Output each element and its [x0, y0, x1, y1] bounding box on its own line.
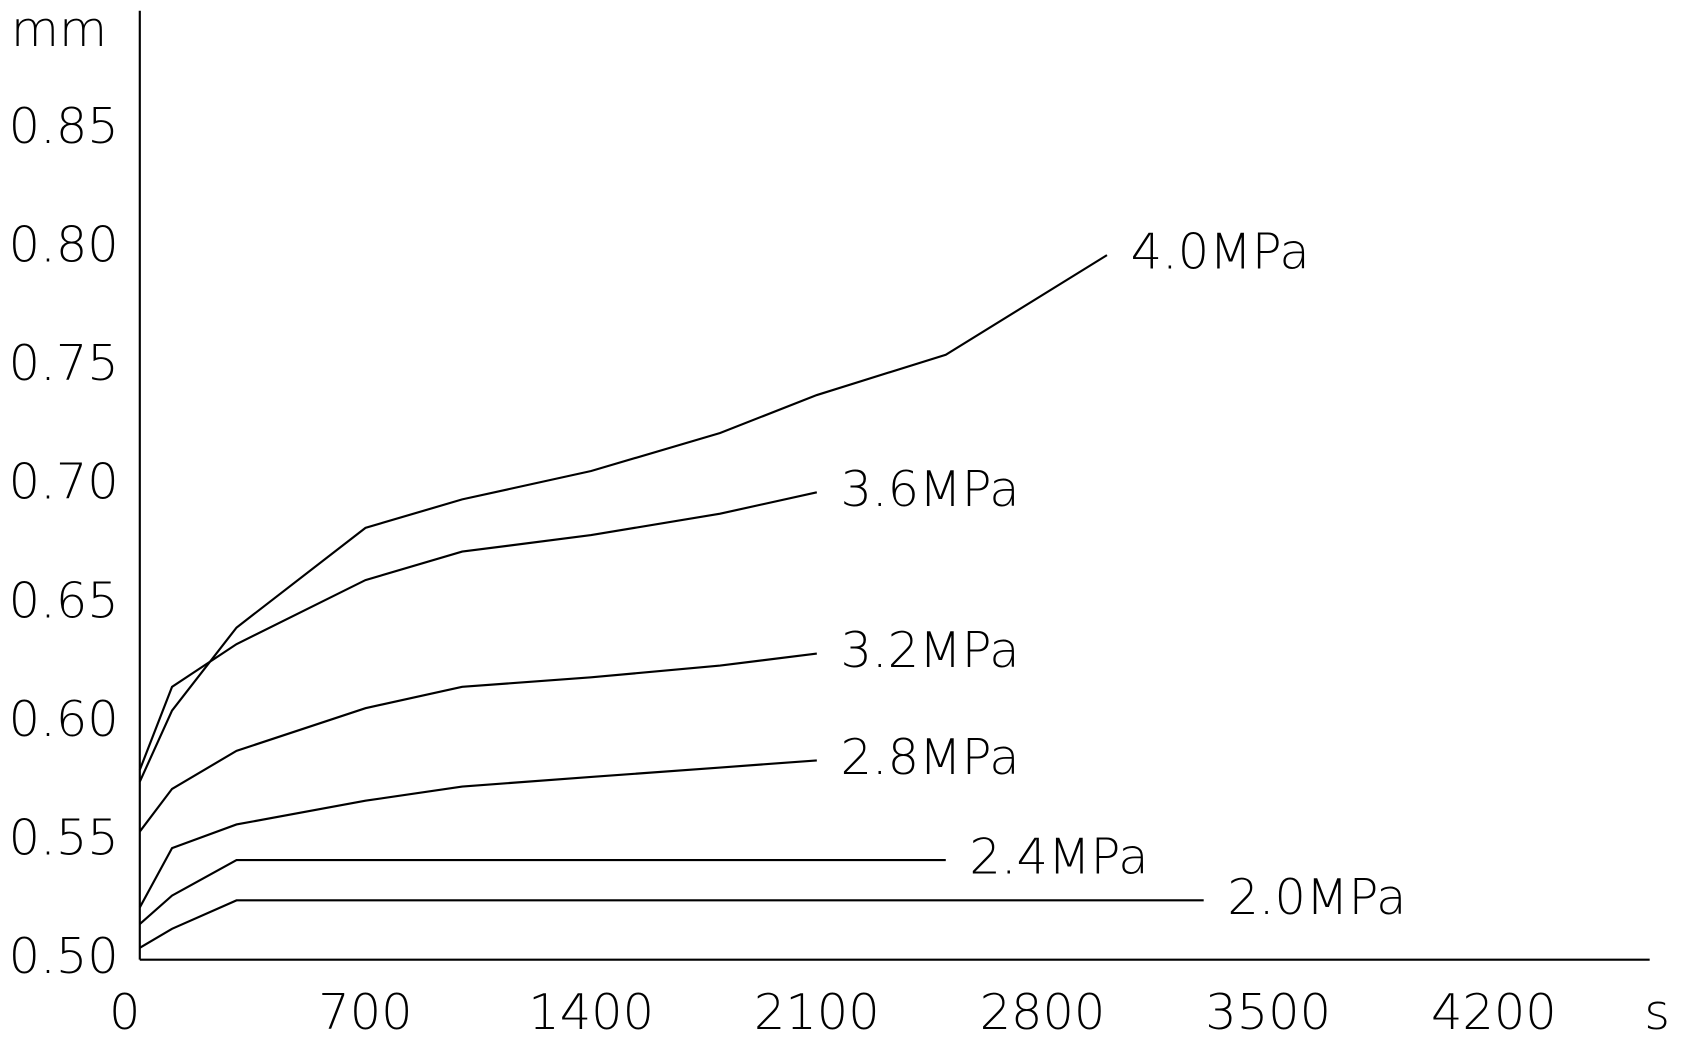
- series-line: [139, 858, 946, 925]
- y-tick-label: 0.70: [9, 453, 119, 511]
- x-tick-label: 4200: [1431, 983, 1557, 1041]
- series-label: 2.0MPa: [1227, 868, 1406, 926]
- x-tick-label: 0: [109, 983, 140, 1041]
- series-label: 3.2MPa: [840, 621, 1019, 679]
- series-label: 3.6MPa: [840, 460, 1019, 518]
- y-tick-label: 0.60: [9, 690, 119, 748]
- y-tick-label: 0.65: [9, 571, 119, 629]
- x-tick-label: 3500: [1205, 983, 1331, 1041]
- x-axis-title: s: [1644, 983, 1670, 1041]
- series-label: 2.8MPa: [840, 728, 1019, 786]
- x-tick-label: 2100: [754, 983, 880, 1041]
- series-line: [138, 652, 817, 833]
- series-line: [139, 899, 1204, 949]
- y-tick-label: 0.55: [9, 809, 119, 867]
- series-line: [138, 759, 817, 908]
- y-tick-label: 0.50: [9, 927, 119, 985]
- x-tick-label: 700: [318, 983, 412, 1041]
- y-tick-label: 0.80: [9, 215, 119, 273]
- series-label: 4.0MPa: [1131, 223, 1310, 281]
- y-axis-title: mm: [11, 0, 107, 58]
- y-tick-label: 0.85: [9, 97, 119, 155]
- series-label: 2.4MPa: [969, 828, 1148, 886]
- series-line: [138, 491, 818, 771]
- x-tick-label: 2800: [980, 983, 1106, 1041]
- series-line: [138, 254, 1108, 783]
- y-tick-label: 0.75: [9, 334, 119, 392]
- x-tick-label: 1400: [528, 983, 654, 1041]
